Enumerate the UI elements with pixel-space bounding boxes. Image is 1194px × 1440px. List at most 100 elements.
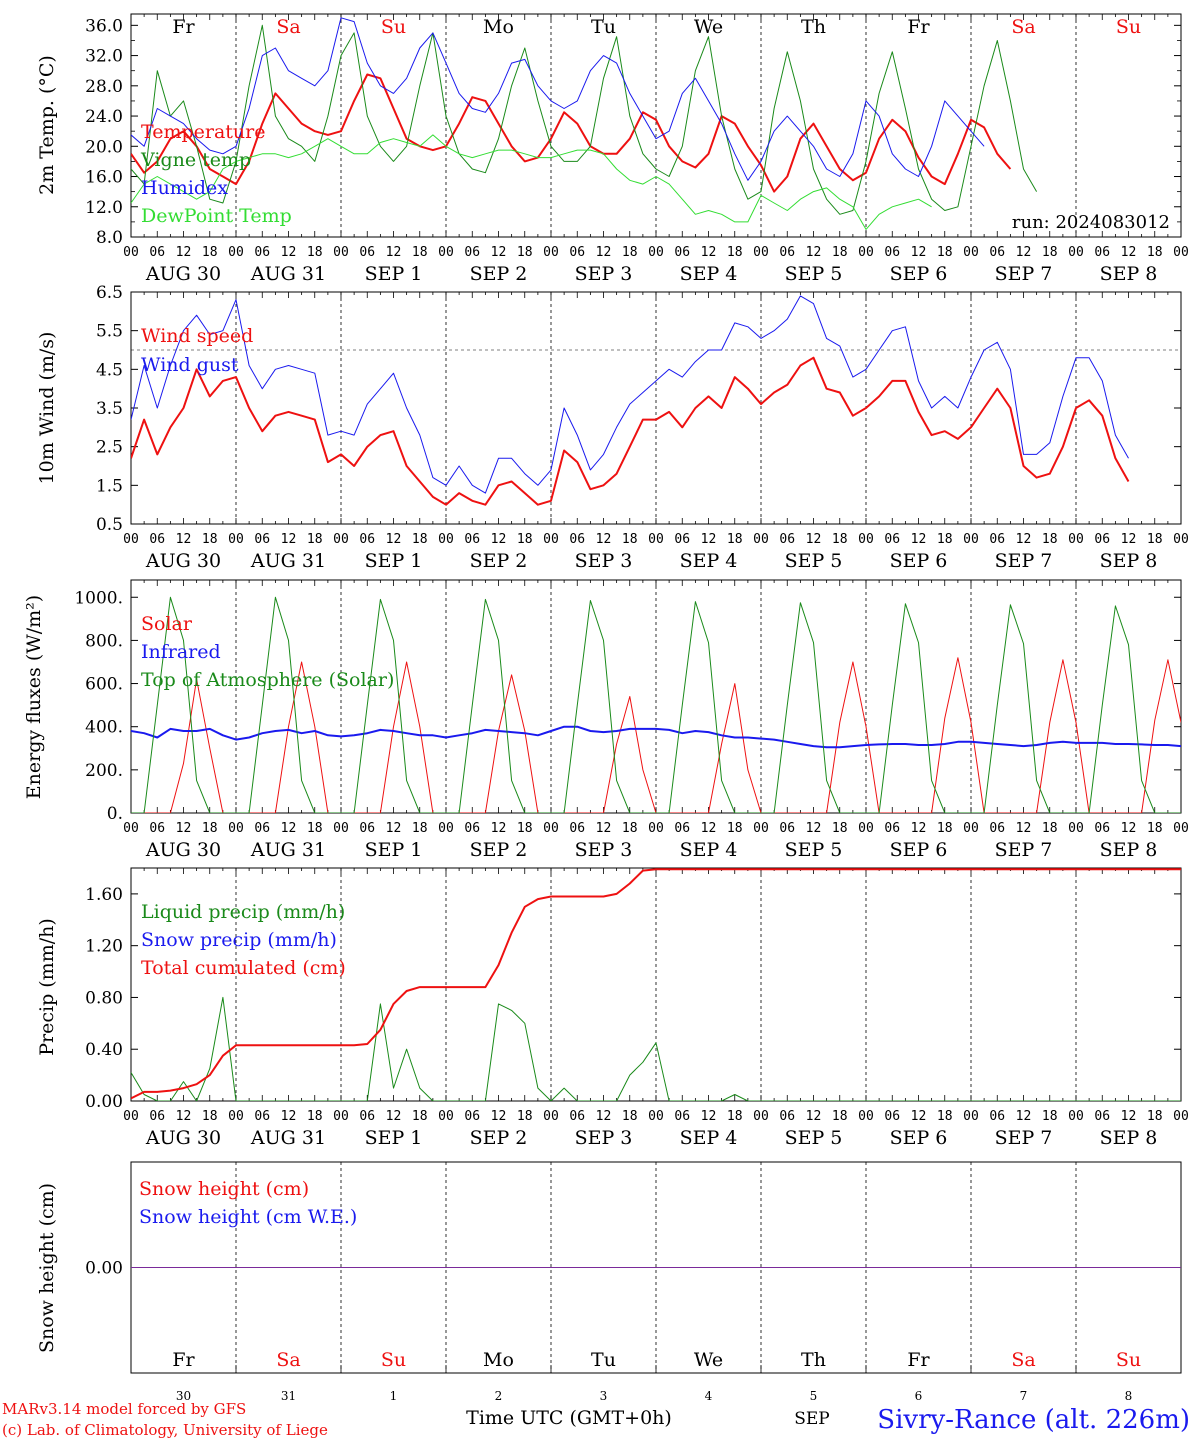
snow-y-tick-label: 0.00: [85, 1259, 123, 1279]
temp-legend-entry: Humidex: [141, 177, 228, 199]
precip-panel: 0.00 0.40 0.80 1.20 1.60 Precip (mm/h) Liquid …: [36, 867, 1189, 1149]
day-label-bottom: We: [694, 1349, 723, 1371]
day-label-top: Sa: [1011, 16, 1035, 38]
hour-tick-label: 00: [1068, 1109, 1084, 1124]
energy-legend-entry: Infrared: [141, 641, 221, 663]
hour-tick-label: 12: [176, 821, 192, 836]
day-number: 2: [495, 1389, 503, 1403]
precip-y-tick-label: 0.40: [85, 1040, 123, 1060]
hour-tick-label: 18: [937, 245, 953, 260]
snow-legend-entry: Snow height (cm W.E.): [139, 1206, 357, 1228]
temp-y-tick-label: 36.0: [85, 16, 123, 36]
hour-tick-label: 18: [1147, 821, 1163, 836]
hour-tick-label: 06: [149, 1109, 165, 1124]
day-label-top: Su: [381, 16, 406, 38]
energy-y-tick-label: 200.: [85, 761, 123, 781]
temp-y-tick-label: 12.0: [85, 198, 123, 218]
hour-tick-label: 12: [911, 245, 927, 260]
date-label: SEP 8: [1100, 550, 1158, 572]
date-label: SEP 6: [890, 1127, 948, 1149]
precip-y-tick-label: 1.20: [85, 937, 123, 957]
hour-tick-label: 06: [989, 1109, 1005, 1124]
hour-tick-label: 12: [281, 1109, 297, 1124]
hour-tick-label: 06: [674, 821, 690, 836]
day-label-top: Su: [1116, 16, 1141, 38]
hour-tick-label: 00: [228, 532, 244, 547]
hour-tick-label: 06: [464, 245, 480, 260]
hour-tick-label: 00: [543, 1109, 559, 1124]
date-label: SEP 5: [785, 550, 843, 572]
hour-tick-label: 06: [149, 821, 165, 836]
hour-tick-label: 06: [1094, 821, 1110, 836]
hour-tick-label: 18: [517, 821, 533, 836]
energy-legend-entry: Solar: [141, 613, 193, 635]
date-label: AUG 31: [250, 839, 326, 861]
wind-y-tick-label: 0.5: [96, 515, 123, 535]
hour-tick-label: 12: [281, 532, 297, 547]
hour-tick-label: 18: [307, 821, 323, 836]
temp-legend-entry: Vigne temp: [140, 149, 251, 171]
hour-tick-label: 18: [1042, 245, 1058, 260]
energy-panel: 0. 200. 400. 600. 800. 1000. Energy fluxes (W/…: [23, 579, 1189, 861]
precip-y-tick-label: 0.00: [85, 1092, 123, 1112]
hour-tick-label: 06: [254, 821, 270, 836]
hour-tick-label: 06: [254, 532, 270, 547]
hour-tick-label: 00: [438, 1109, 454, 1124]
model-credit: MARv3.14 model forced by GFS: [2, 1400, 246, 1418]
hour-tick-label: 06: [674, 245, 690, 260]
sep-label: SEP: [794, 1409, 830, 1429]
hour-tick-label: 00: [1173, 821, 1189, 836]
date-label: SEP 7: [995, 263, 1053, 285]
date-label: SEP 4: [680, 1127, 738, 1149]
hour-tick-label: 12: [1016, 1109, 1032, 1124]
day-number: 3: [600, 1389, 608, 1403]
hour-tick-label: 12: [386, 245, 402, 260]
date-label: SEP 5: [785, 839, 843, 861]
date-label: SEP 4: [680, 550, 738, 572]
date-label: SEP 7: [995, 839, 1053, 861]
hour-tick-label: 06: [884, 1109, 900, 1124]
hour-tick-label: 00: [1068, 532, 1084, 547]
hour-tick-label: 00: [543, 245, 559, 260]
hour-tick-label: 18: [937, 532, 953, 547]
hour-tick-label: 06: [569, 245, 585, 260]
day-label-top: Tu: [591, 16, 616, 38]
hour-tick-label: 12: [281, 821, 297, 836]
wind-y-tick-label: 2.5: [96, 438, 123, 458]
hour-tick-label: 12: [596, 821, 612, 836]
hour-tick-label: 18: [832, 532, 848, 547]
hour-tick-label: 00: [858, 821, 874, 836]
day-number: 5: [810, 1389, 818, 1403]
hour-tick-label: 00: [648, 821, 664, 836]
hour-tick-label: 00: [963, 1109, 979, 1124]
hour-tick-label: 06: [1094, 1109, 1110, 1124]
hour-tick-label: 12: [911, 1109, 927, 1124]
hour-tick-label: 06: [359, 1109, 375, 1124]
day-label-top: Fr: [172, 16, 195, 38]
date-label: AUG 30: [145, 839, 221, 861]
snow-y-axis-label: Snow height (cm): [36, 1183, 58, 1353]
hour-tick-label: 18: [1147, 1109, 1163, 1124]
hour-tick-label: 18: [727, 1109, 743, 1124]
hour-tick-label: 00: [438, 821, 454, 836]
footer: MARv3.14 model forced by GFS (c) Lab. of …: [2, 1400, 1190, 1439]
day-number: 4: [705, 1389, 713, 1403]
temp-legend-entry: Temperature: [141, 121, 265, 143]
hour-tick-label: 18: [307, 245, 323, 260]
hour-tick-label: 12: [806, 821, 822, 836]
hour-tick-label: 18: [517, 245, 533, 260]
day-label-bottom: Fr: [172, 1349, 195, 1371]
hour-tick-label: 00: [648, 1109, 664, 1124]
hour-tick-label: 06: [464, 532, 480, 547]
hour-tick-label: 06: [464, 821, 480, 836]
hour-tick-label: 06: [569, 1109, 585, 1124]
date-label: SEP 2: [470, 839, 528, 861]
hour-tick-label: 18: [937, 1109, 953, 1124]
hour-tick-label: 06: [989, 245, 1005, 260]
day-label-top: Fr: [907, 16, 930, 38]
hour-tick-label: 00: [753, 245, 769, 260]
date-label: SEP 5: [785, 1127, 843, 1149]
precip-y-axis-label: Precip (mm/h): [36, 918, 58, 1056]
hour-tick-label: 06: [1094, 245, 1110, 260]
temp-series-dewpoint-temp: [131, 134, 932, 230]
